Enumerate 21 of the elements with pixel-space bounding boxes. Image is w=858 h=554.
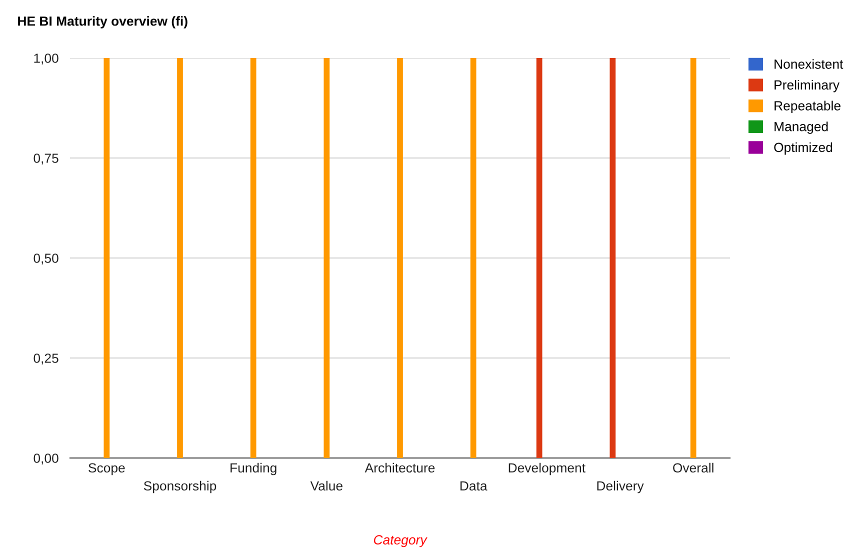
chart-title: HE BI Maturity overview (fi) — [18, 16, 188, 28]
x-tick-label: Development — [508, 462, 586, 476]
legend-label: Repeatable — [774, 100, 840, 114]
y-tick-label: 0,25 — [34, 354, 58, 364]
y-tick-label: 0,75 — [34, 154, 58, 164]
x-tick-label: Delivery — [597, 480, 644, 494]
x-axis-title: Category — [374, 535, 428, 548]
legend-label: Preliminary — [774, 80, 840, 92]
x-tick-label: Scope — [88, 463, 125, 476]
x-tick-label: Value — [310, 480, 342, 491]
x-tick-label: Data — [460, 481, 488, 491]
x-tick-label: Sponsorship — [144, 480, 216, 494]
y-tick-label: 1,00 — [34, 54, 58, 64]
legend-label: Optimized — [774, 142, 832, 155]
x-tick-label: Architecture — [364, 462, 435, 473]
legend-label: Managed — [774, 122, 828, 134]
y-tick-label: 0,50 — [34, 254, 58, 264]
legend-label: Nonexistent — [774, 59, 844, 69]
y-tick-label: 0,00 — [34, 454, 58, 464]
x-tick-label: Overall — [673, 462, 714, 473]
x-tick-label: Funding — [230, 462, 276, 476]
